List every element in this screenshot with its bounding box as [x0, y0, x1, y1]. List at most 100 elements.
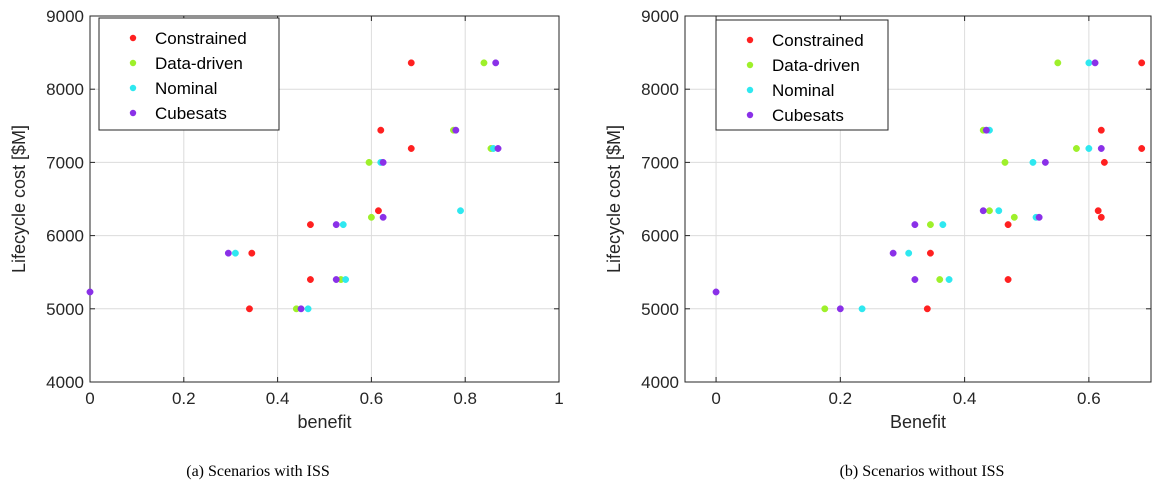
y-tick-label: 9000	[641, 7, 679, 26]
data-point-cubesats	[1035, 213, 1043, 221]
data-point-cubesats	[836, 305, 844, 313]
data-point-constrained	[926, 249, 934, 257]
legend-box	[715, 19, 889, 131]
data-point-cubesats	[1041, 158, 1049, 166]
data-point-constrained	[306, 221, 314, 229]
data-point-constrained	[377, 126, 385, 134]
x-tick-label: 0	[85, 389, 94, 408]
y-tick-label: 8000	[641, 80, 679, 99]
data-point-nominal	[457, 207, 464, 215]
data-point-constrained	[923, 305, 931, 313]
y-axis-label: Lifecycle cost [$M]	[604, 125, 624, 273]
data-point-nominal	[1085, 59, 1093, 67]
data-point-nominal	[304, 305, 312, 313]
y-tick-label: 6000	[641, 227, 679, 246]
data-point-nominal	[945, 276, 953, 283]
data-point-constrained	[407, 145, 415, 152]
data-point-nominal	[1029, 158, 1037, 166]
x-axis-label: Benefit	[890, 412, 946, 432]
x-tick-label: 0.8	[453, 389, 477, 408]
data-point-cubesats	[982, 126, 990, 134]
x-tick-label: 0	[711, 389, 720, 408]
axes-box	[89, 15, 560, 383]
data-point-cubesats	[224, 249, 232, 257]
legend-box	[98, 17, 280, 131]
x-tick-label: 0.4	[953, 389, 977, 408]
data-point-constrained	[1138, 59, 1146, 67]
data-point-constrained	[407, 59, 415, 67]
axes-box	[684, 15, 1152, 383]
legend-marker-data-driven	[129, 59, 137, 67]
legend-label-constrained: Constrained	[772, 31, 864, 50]
data-point-nominal	[939, 221, 947, 229]
data-point-nominal	[858, 305, 866, 313]
y-tick-label: 8000	[46, 80, 84, 99]
y-tick-label: 7000	[641, 153, 679, 172]
data-point-constrained	[1097, 126, 1105, 134]
legend-marker-constrained	[129, 34, 137, 42]
data-point-nominal	[1085, 145, 1093, 152]
y-tick-label: 6000	[46, 227, 84, 246]
y-tick-label: 9000	[46, 7, 84, 26]
data-point-nominal	[905, 249, 913, 257]
data-point-cubesats	[1091, 59, 1099, 67]
legend-label-cubesats: Cubesats	[772, 106, 844, 125]
legend-marker-nominal	[129, 84, 137, 92]
data-point-nominal	[231, 249, 239, 257]
legend-marker-nominal	[746, 86, 754, 94]
data-point-data-driven	[986, 207, 993, 215]
data-point-data-driven	[1054, 59, 1062, 67]
data-point-cubesats	[86, 288, 94, 296]
data-point-cubesats	[332, 221, 340, 229]
data-point-data-driven	[1010, 213, 1018, 221]
legend-marker-cubesats	[129, 109, 137, 117]
data-point-cubesats	[492, 59, 500, 67]
data-point-data-driven	[365, 158, 373, 166]
figure-caption: (a) Scenarios with ISS	[186, 463, 330, 480]
panel-b: 0 0.2 0.4 0.6 4000 5000 6000 7000 8000 9000 Benefi…	[604, 7, 1152, 480]
data-point-nominal	[995, 207, 1003, 215]
x-tick-label: 0.2	[172, 389, 196, 408]
data-point-data-driven	[936, 276, 944, 283]
panel-a: 0 0.2 0.4 0.6 0.8 1 4000 5000 6000 7000 8000 9000 be…	[9, 7, 564, 480]
y-tick-label: 4000	[46, 373, 84, 392]
data-point-data-driven	[926, 221, 934, 229]
legend-label-constrained: Constrained	[155, 29, 247, 48]
figure-caption: (b) Scenarios without ISS	[840, 463, 1005, 480]
data-point-data-driven	[367, 213, 375, 221]
legend-marker-cubesats	[746, 111, 754, 119]
y-tick-label: 7000	[46, 153, 84, 172]
data-point-constrained	[374, 207, 382, 215]
data-point-cubesats	[332, 276, 340, 283]
legend-label-cubesats: Cubesats	[155, 104, 227, 123]
data-point-cubesats	[379, 158, 387, 166]
x-tick-label: 1	[554, 389, 563, 408]
x-tick-label: 0.2	[829, 389, 853, 408]
data-point-cubesats	[979, 207, 987, 215]
data-point-cubesats	[1097, 145, 1105, 152]
data-point-data-driven	[821, 305, 829, 313]
y-tick-label: 5000	[641, 300, 679, 319]
x-tick-label: 0.4	[266, 389, 290, 408]
data-point-constrained	[1100, 158, 1108, 166]
data-point-data-driven	[1072, 145, 1080, 152]
y-axis-label: Lifecycle cost [$M]	[9, 125, 29, 273]
data-point-cubesats	[494, 145, 502, 152]
legend-label-data-driven: Data-driven	[772, 56, 860, 75]
data-point-constrained	[1004, 276, 1012, 283]
data-point-nominal	[339, 221, 347, 229]
data-point-cubesats	[452, 126, 460, 134]
data-point-data-driven	[480, 59, 488, 67]
legend-label-nominal: Nominal	[155, 79, 217, 98]
data-point-cubesats	[911, 221, 919, 229]
data-point-constrained	[1138, 145, 1146, 152]
legend-label-data-driven: Data-driven	[155, 54, 243, 73]
y-tick-label: 5000	[46, 300, 84, 319]
legend-label-nominal: Nominal	[772, 81, 834, 100]
legend-marker-data-driven	[746, 61, 754, 69]
data-point-constrained	[1097, 213, 1105, 221]
data-point-constrained	[246, 305, 253, 313]
data-point-constrained	[248, 249, 256, 257]
data-point-cubesats	[911, 276, 919, 283]
